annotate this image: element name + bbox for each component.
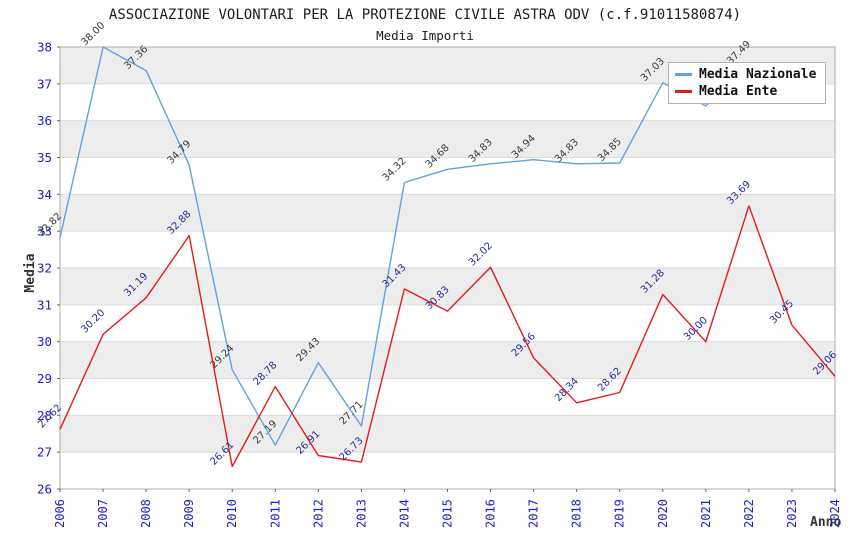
line-media-nazionale — [59, 46, 750, 446]
x-tick-label: 2009 — [182, 499, 196, 528]
y-tick-label: 29 — [37, 371, 52, 386]
y-tick-label: 34 — [37, 187, 52, 202]
x-tick-label: 2017 — [527, 499, 541, 528]
band — [60, 268, 835, 305]
y-tick-label: 36 — [37, 113, 52, 128]
x-tick-label: 2022 — [742, 499, 756, 528]
legend-label-ente: Media Ente — [699, 84, 778, 99]
y-tick-label: 27 — [37, 445, 52, 460]
y-tick-label: 33 — [37, 224, 52, 239]
x-tick-label: 2012 — [311, 499, 325, 528]
x-tick-label: 2023 — [785, 499, 799, 528]
legend-item-media-nazionale: Media Nazionale — [675, 67, 816, 82]
x-tick-label: 2021 — [699, 499, 713, 528]
y-tick-label: 31 — [37, 297, 52, 312]
point-label: 32.02 — [467, 241, 495, 269]
legend-swatch-ente-icon — [675, 90, 692, 93]
point-label: 30.20 — [79, 308, 107, 336]
y-tick-label: 38 — [37, 40, 52, 55]
x-axis-ticks: 2006 2007 2008 2009 2010 2011 2012 2013 2014 2015… — [53, 489, 842, 528]
legend-label-nazionale: Media Nazionale — [699, 67, 817, 82]
y-tick-label: 30 — [37, 334, 52, 349]
x-tick-label: 2024 — [828, 499, 842, 528]
point-label: 34.32 — [381, 156, 409, 184]
background-bands — [60, 47, 835, 453]
x-tick-label: 2015 — [441, 499, 455, 528]
line-media-ente — [59, 205, 836, 468]
chart-title: ASSOCIAZIONE VOLONTARI PER LA PROTEZIONE… — [108, 7, 742, 23]
legend: Media Nazionale Media Ente — [668, 62, 827, 104]
band — [60, 341, 835, 379]
point-label: 28.34 — [553, 376, 581, 404]
x-tick-label: 2007 — [96, 499, 110, 528]
y-tick-label: 26 — [37, 482, 52, 497]
x-tick-label: 2013 — [354, 499, 368, 528]
y-tick-label: 32 — [37, 261, 52, 276]
x-tick-label: 2011 — [268, 499, 282, 528]
x-tick-label: 2020 — [656, 499, 670, 528]
band — [60, 415, 835, 453]
x-tick-label: 2006 — [53, 499, 67, 528]
y-axis-ticks: 26 27 28 29 30 31 32 33 34 35 36 37 38 — [37, 40, 60, 497]
chart-subtitle: Media Importi — [376, 28, 474, 43]
x-axis-label: Anno — [810, 515, 842, 530]
y-tick-label: 37 — [37, 76, 52, 91]
legend-swatch-nazionale-icon — [675, 73, 692, 76]
x-tick-label: 2019 — [613, 499, 627, 528]
y-tick-label: 35 — [37, 150, 52, 165]
y-tick-label: 28 — [37, 408, 52, 423]
x-tick-label: 2016 — [484, 499, 498, 528]
x-tick-label: 2014 — [397, 499, 411, 528]
band — [60, 120, 835, 158]
point-label: 38.00 — [79, 20, 107, 48]
legend-item-media-ente: Media Ente — [675, 84, 816, 99]
x-tick-label: 2008 — [139, 499, 153, 528]
x-tick-label: 2010 — [225, 499, 239, 528]
point-label: 30.00 — [682, 315, 710, 343]
band — [60, 194, 835, 232]
x-tick-label: 2018 — [570, 499, 584, 528]
